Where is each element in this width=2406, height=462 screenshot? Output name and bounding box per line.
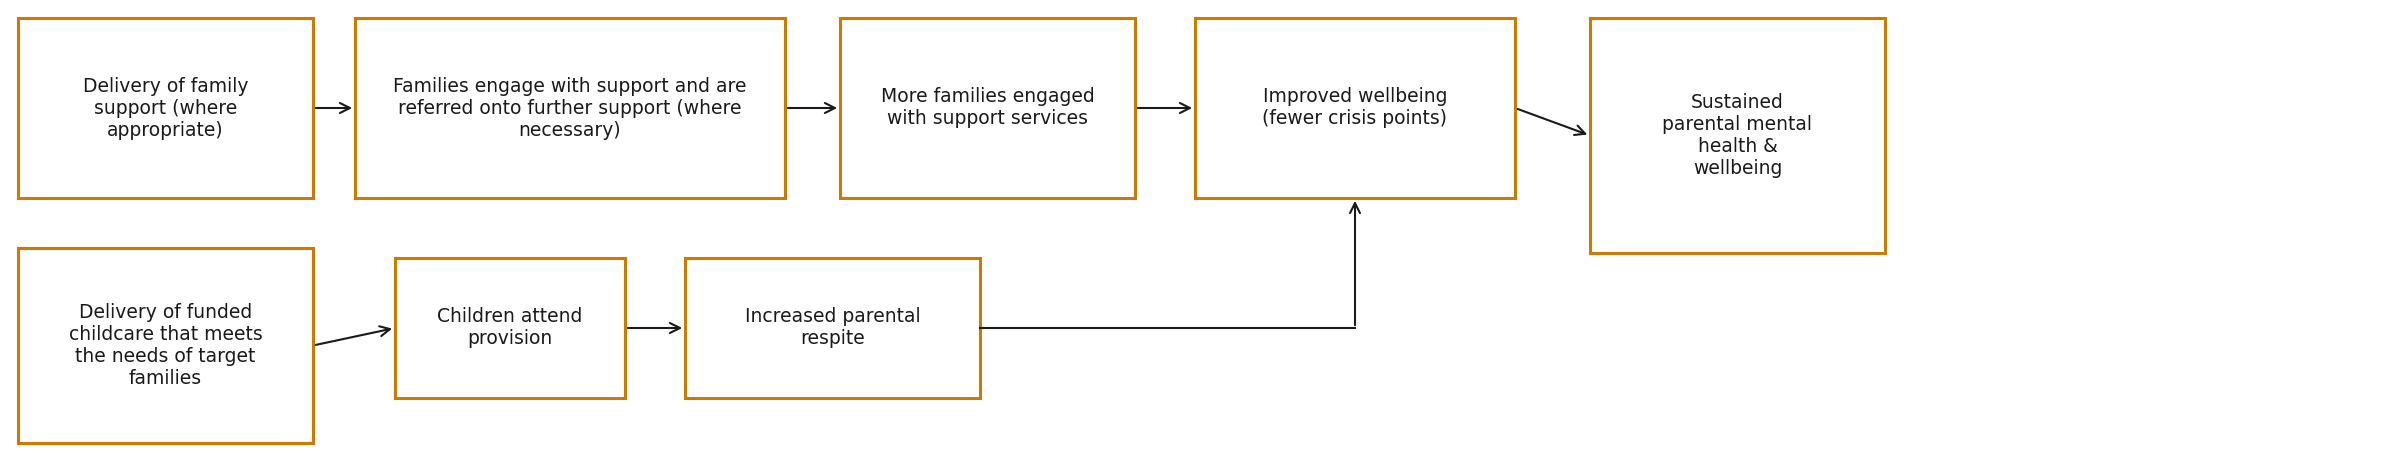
Text: Sustained
parental mental
health &
wellbeing: Sustained parental mental health & wellb…	[1663, 93, 1812, 178]
Bar	[1196, 18, 1516, 198]
Bar	[686, 258, 979, 398]
Text: Delivery of family
support (where
appropriate): Delivery of family support (where approp…	[82, 77, 248, 140]
Text: Families engage with support and are
referred onto further support (where
necess: Families engage with support and are ref…	[392, 77, 746, 140]
Bar	[356, 18, 784, 198]
Bar	[17, 248, 313, 443]
Text: Delivery of funded
childcare that meets
the needs of target
families: Delivery of funded childcare that meets …	[70, 303, 262, 388]
Text: Increased parental
respite: Increased parental respite	[746, 308, 921, 348]
Bar	[840, 18, 1136, 198]
Text: More families engaged
with support services: More families engaged with support servi…	[881, 87, 1095, 128]
Bar	[17, 18, 313, 198]
Bar	[1590, 18, 1884, 253]
Text: Children attend
provision: Children attend provision	[438, 308, 582, 348]
Text: Improved wellbeing
(fewer crisis points): Improved wellbeing (fewer crisis points)	[1263, 87, 1448, 128]
Bar	[395, 258, 626, 398]
